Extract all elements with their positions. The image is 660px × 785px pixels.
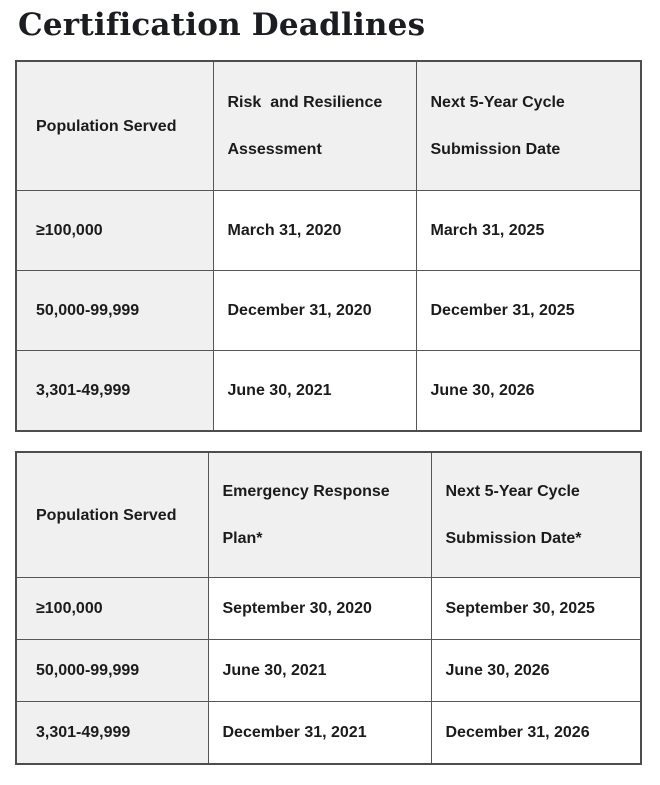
table-header-row: Population Served Risk and Resilience As…: [15, 60, 642, 192]
cell-submission-date: December 31, 2025: [415, 270, 642, 352]
table-row: 50,000-99,999 June 30, 2021 June 30, 202…: [15, 639, 642, 703]
cell-plan-date: September 30, 2020: [207, 577, 432, 641]
table-header-row: Population Served Emergency Response Pla…: [15, 451, 642, 579]
cell-submission-date: September 30, 2025: [430, 577, 642, 641]
page-container: Certification Deadlines Population Serve…: [15, 7, 642, 765]
cell-submission-date: June 30, 2026: [415, 350, 642, 432]
page-title: Certification Deadlines: [18, 7, 426, 43]
column-header-population-served: Population Served: [15, 451, 209, 579]
column-header-next-cycle-submission-date: Next 5-Year Cycle Submission Date*: [430, 451, 642, 579]
cell-submission-date: June 30, 2026: [430, 639, 642, 703]
cell-assessment-date: June 30, 2021: [212, 350, 417, 432]
row-header-population: ≥100,000: [15, 577, 209, 641]
emergency-response-plan-table: Population Served Emergency Response Pla…: [15, 450, 642, 765]
row-header-population: 50,000-99,999: [15, 270, 214, 352]
cell-assessment-date: March 31, 2020: [212, 190, 417, 272]
cell-submission-date: March 31, 2025: [415, 190, 642, 272]
row-header-population: 3,301-49,999: [15, 350, 214, 432]
cell-plan-date: June 30, 2021: [207, 639, 432, 703]
table-row: ≥100,000 March 31, 2020 March 31, 2025: [15, 190, 642, 272]
column-header-next-cycle-submission-date: Next 5-Year Cycle Submission Date: [415, 60, 642, 192]
column-header-emergency-response-plan: Emergency Response Plan*: [207, 451, 432, 579]
row-header-population: 3,301-49,999: [15, 701, 209, 765]
table-row: 3,301-49,999 December 31, 2021 December …: [15, 701, 642, 765]
risk-resilience-assessment-table: Population Served Risk and Resilience As…: [15, 59, 642, 432]
row-header-population: 50,000-99,999: [15, 639, 209, 703]
table-row: 50,000-99,999 December 31, 2020 December…: [15, 270, 642, 352]
table-row: 3,301-49,999 June 30, 2021 June 30, 2026: [15, 350, 642, 432]
row-header-population: ≥100,000: [15, 190, 214, 272]
column-header-risk-resilience-assessment: Risk and Resilience Assessment: [212, 60, 417, 192]
column-header-population-served: Population Served: [15, 60, 214, 192]
table-row: ≥100,000 September 30, 2020 September 30…: [15, 577, 642, 641]
cell-assessment-date: December 31, 2020: [212, 270, 417, 352]
cell-submission-date: December 31, 2026: [430, 701, 642, 765]
cell-plan-date: December 31, 2021: [207, 701, 432, 765]
